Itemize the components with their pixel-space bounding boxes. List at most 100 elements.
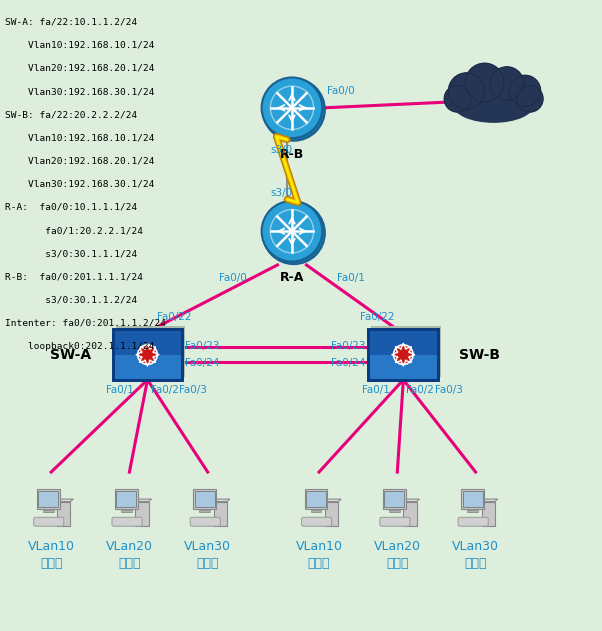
FancyBboxPatch shape xyxy=(115,490,138,509)
FancyBboxPatch shape xyxy=(34,517,64,526)
FancyBboxPatch shape xyxy=(403,502,417,526)
FancyBboxPatch shape xyxy=(461,490,484,509)
Text: Fa0/2: Fa0/2 xyxy=(406,384,434,394)
FancyBboxPatch shape xyxy=(312,509,320,512)
Circle shape xyxy=(509,75,541,107)
Text: Fa0/1: Fa0/1 xyxy=(337,273,365,283)
Text: SW-B: SW-B xyxy=(459,348,500,362)
FancyBboxPatch shape xyxy=(37,490,60,509)
Circle shape xyxy=(138,346,157,363)
Circle shape xyxy=(490,67,524,100)
FancyBboxPatch shape xyxy=(325,502,338,526)
FancyBboxPatch shape xyxy=(199,510,210,512)
Text: loopback0:202.1.1.1/24: loopback0:202.1.1.1/24 xyxy=(5,342,154,351)
FancyBboxPatch shape xyxy=(190,517,220,526)
Text: SW-A: fa/22:10.1.1.2/24: SW-A: fa/22:10.1.1.2/24 xyxy=(5,18,137,27)
Text: Fa0/0: Fa0/0 xyxy=(219,273,247,283)
Text: Fa0/3: Fa0/3 xyxy=(435,384,462,394)
FancyBboxPatch shape xyxy=(201,509,208,512)
FancyBboxPatch shape xyxy=(302,517,332,526)
Ellipse shape xyxy=(262,201,322,262)
FancyBboxPatch shape xyxy=(371,326,441,377)
Text: Fa0/3: Fa0/3 xyxy=(179,384,206,394)
FancyBboxPatch shape xyxy=(194,491,215,507)
FancyBboxPatch shape xyxy=(384,491,405,507)
Text: VLan20
财务部: VLan20 财务部 xyxy=(374,540,421,570)
FancyBboxPatch shape xyxy=(57,502,70,526)
Ellipse shape xyxy=(262,78,322,138)
Text: s3/0: s3/0 xyxy=(270,187,292,198)
Text: s3/0: s3/0 xyxy=(270,145,292,155)
Text: Fa0/23: Fa0/23 xyxy=(331,341,365,351)
Text: R-A:  fa0/0:10.1.1.1/24: R-A: fa0/0:10.1.1.1/24 xyxy=(5,203,137,212)
FancyBboxPatch shape xyxy=(214,502,227,526)
Polygon shape xyxy=(135,499,152,502)
Text: Fa0/2: Fa0/2 xyxy=(150,384,178,394)
Text: R-B:  fa0/0:201.1.1.1/24: R-B: fa0/0:201.1.1.1/24 xyxy=(5,273,143,281)
Text: Vlan10:192.168.10.1/24: Vlan10:192.168.10.1/24 xyxy=(5,40,154,50)
FancyBboxPatch shape xyxy=(380,517,410,526)
Text: Vlan20:192.168.20.1/24: Vlan20:192.168.20.1/24 xyxy=(5,156,154,165)
Polygon shape xyxy=(403,499,420,502)
Text: VLan10
业务部: VLan10 业务部 xyxy=(28,540,75,570)
Circle shape xyxy=(448,73,485,109)
FancyBboxPatch shape xyxy=(112,517,142,526)
FancyBboxPatch shape xyxy=(482,502,495,526)
FancyBboxPatch shape xyxy=(43,510,54,512)
Text: R-A: R-A xyxy=(280,271,304,284)
Text: VLan10
业务部: VLan10 业务部 xyxy=(296,540,343,570)
Text: VLan20
财务部: VLan20 财务部 xyxy=(106,540,153,570)
FancyBboxPatch shape xyxy=(368,329,438,380)
Text: Vlan30:192.168.30.1/24: Vlan30:192.168.30.1/24 xyxy=(5,87,154,96)
FancyBboxPatch shape xyxy=(389,510,400,512)
Text: s3/0:30.1.1.1/24: s3/0:30.1.1.1/24 xyxy=(5,249,137,258)
FancyBboxPatch shape xyxy=(368,329,438,355)
Ellipse shape xyxy=(453,86,535,123)
Text: Fa0/22: Fa0/22 xyxy=(157,312,191,322)
Polygon shape xyxy=(214,499,230,502)
Circle shape xyxy=(444,86,471,112)
Text: SW-B: fa/22:20.2.2.2/24: SW-B: fa/22:20.2.2.2/24 xyxy=(5,110,137,119)
Text: Vlan20:192.168.20.1/24: Vlan20:192.168.20.1/24 xyxy=(5,64,154,73)
FancyBboxPatch shape xyxy=(113,329,182,355)
Text: Vlan10:192.168.10.1/24: Vlan10:192.168.10.1/24 xyxy=(5,133,154,143)
FancyBboxPatch shape xyxy=(305,490,327,509)
FancyBboxPatch shape xyxy=(45,509,52,512)
FancyBboxPatch shape xyxy=(467,510,478,512)
Polygon shape xyxy=(482,499,498,502)
FancyBboxPatch shape xyxy=(123,509,130,512)
Circle shape xyxy=(465,63,504,102)
Text: Fa0/24: Fa0/24 xyxy=(185,358,220,369)
Text: VLan30
综合部: VLan30 综合部 xyxy=(184,540,231,570)
Text: R-B: R-B xyxy=(280,148,304,160)
Text: SW-A: SW-A xyxy=(51,348,92,362)
FancyBboxPatch shape xyxy=(116,491,137,507)
Circle shape xyxy=(517,86,543,112)
Polygon shape xyxy=(325,499,341,502)
Ellipse shape xyxy=(262,78,325,141)
FancyBboxPatch shape xyxy=(135,502,149,526)
FancyBboxPatch shape xyxy=(383,490,406,509)
FancyBboxPatch shape xyxy=(116,326,185,377)
FancyBboxPatch shape xyxy=(311,510,321,512)
FancyBboxPatch shape xyxy=(469,509,476,512)
FancyBboxPatch shape xyxy=(462,491,483,507)
Text: Fa0/22: Fa0/22 xyxy=(360,312,394,322)
FancyBboxPatch shape xyxy=(391,509,398,512)
Text: VLan30
综合部: VLan30 综合部 xyxy=(452,540,499,570)
Text: Vlan30:192.168.30.1/24: Vlan30:192.168.30.1/24 xyxy=(5,180,154,189)
Text: Fa0/1: Fa0/1 xyxy=(362,384,390,394)
Text: Fa0/0: Fa0/0 xyxy=(327,86,355,96)
Text: Fa0/23: Fa0/23 xyxy=(185,341,220,351)
FancyBboxPatch shape xyxy=(193,490,216,509)
FancyBboxPatch shape xyxy=(306,491,326,507)
Circle shape xyxy=(395,346,412,363)
Polygon shape xyxy=(57,499,73,502)
Text: fa0/1:20.2.2.1/24: fa0/1:20.2.2.1/24 xyxy=(5,226,143,235)
Text: s3/0:30.1.1.2/24: s3/0:30.1.1.2/24 xyxy=(5,296,137,305)
Text: Fa0/1: Fa0/1 xyxy=(107,384,134,394)
Text: Fa0/24: Fa0/24 xyxy=(331,358,365,369)
FancyBboxPatch shape xyxy=(121,510,132,512)
FancyBboxPatch shape xyxy=(113,329,182,380)
FancyBboxPatch shape xyxy=(458,517,488,526)
